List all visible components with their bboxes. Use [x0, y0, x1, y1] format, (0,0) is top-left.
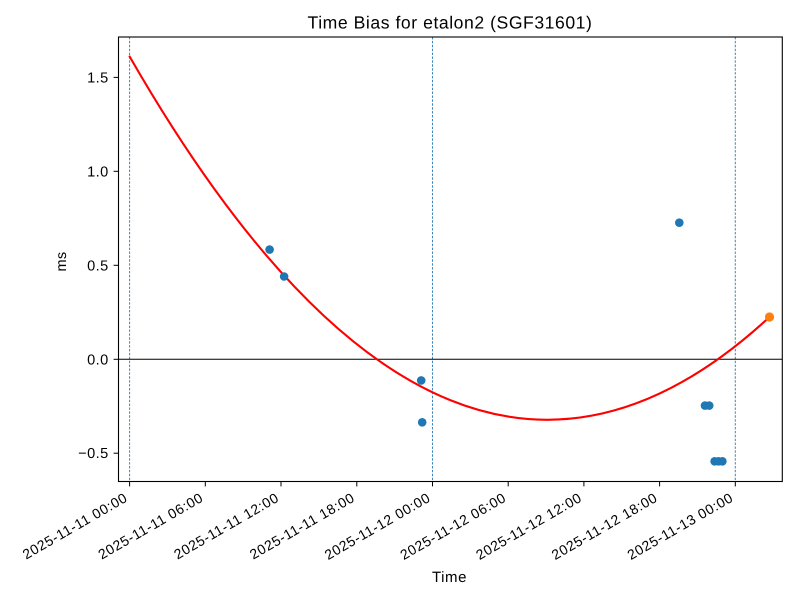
svg-text:0.5: 0.5 — [87, 258, 109, 274]
svg-text:1.0: 1.0 — [87, 164, 109, 180]
svg-text:ms: ms — [54, 252, 70, 272]
svg-text:1.5: 1.5 — [87, 70, 109, 86]
svg-text:Time Bias for etalon2 (SGF3160: Time Bias for etalon2 (SGF31601) — [308, 13, 593, 33]
svg-text:−0.5: −0.5 — [78, 446, 108, 462]
svg-text:0.0: 0.0 — [87, 352, 109, 368]
svg-text:Time: Time — [432, 569, 467, 586]
